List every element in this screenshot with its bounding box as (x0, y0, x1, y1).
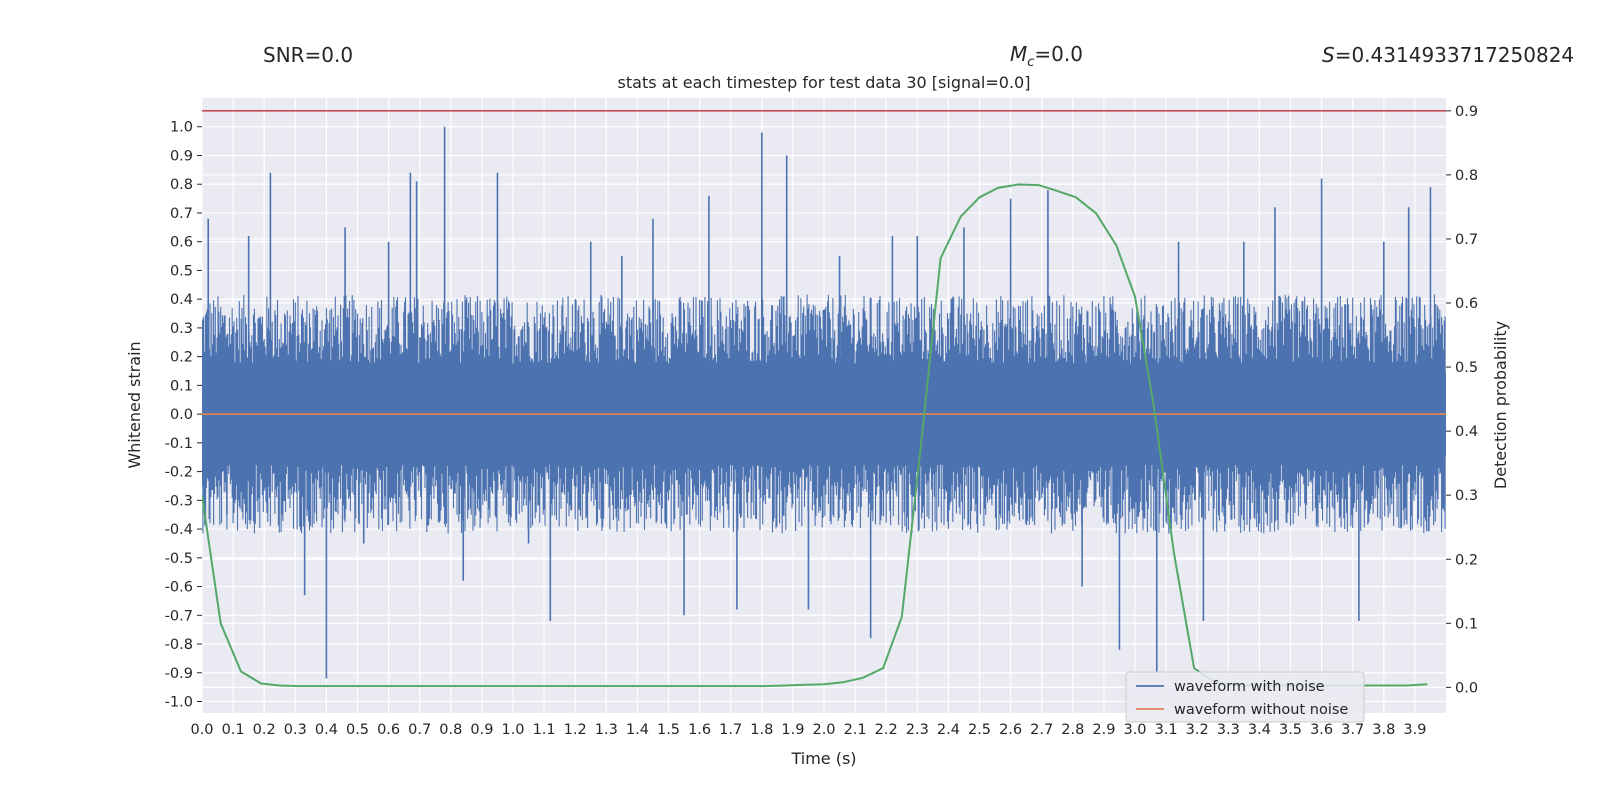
x-tick-label: 2.1 (844, 722, 867, 738)
x-tick-label: 2.6 (999, 722, 1022, 738)
s-label: S=0.4314933717250824 (1322, 43, 1574, 67)
y2-tick-label: 0.5 (1455, 360, 1478, 376)
mc-value: =0.0 (1034, 42, 1083, 66)
y-tick-labels: 1.0 0.9 0.8 0.7 0.6 0.5 0.4 0.3 0.2 0.1 0.0 -0.1 -0.… (165, 120, 202, 711)
x-tick-label: 3.0 (1123, 722, 1146, 738)
y2-tick-label: 0.0 (1455, 680, 1478, 696)
legend-box (1125, 671, 1365, 723)
x-tick-label: 0.7 (408, 722, 431, 738)
x-tick-label: 0.4 (315, 722, 338, 738)
mc-subscript: c (1027, 55, 1034, 70)
y-tick-label: 0.1 (170, 378, 193, 394)
legend: waveform with noise waveform without noi… (1125, 671, 1365, 723)
y2-tick-label: 0.8 (1455, 168, 1478, 184)
y2-tick-label: 0.6 (1455, 296, 1478, 312)
x-tick-label: 1.1 (533, 722, 556, 738)
x-tick-label: 0.1 (222, 722, 245, 738)
x-tick-label: 3.7 (1341, 722, 1364, 738)
x-tick-labels: 0.0 0.1 0.2 0.3 0.4 0.5 0.6 0.7 0.8 0.9 1.0 1.1 1.2 1… (190, 722, 1426, 738)
x-tick-label: 3.2 (1186, 722, 1209, 738)
x-tick-label: 3.5 (1279, 722, 1302, 738)
y-tick-label: 0.3 (170, 321, 193, 337)
x-tick-label: 2.8 (1061, 722, 1084, 738)
x-tick-label: 1.5 (657, 722, 680, 738)
s-symbol: S (1322, 43, 1335, 67)
x-tick-label: 3.4 (1248, 722, 1271, 738)
legend-entry-clean: waveform without noise (1174, 702, 1348, 718)
x-tick-label: 3.1 (1155, 722, 1178, 738)
y-tick-label: 0.9 (170, 148, 193, 164)
y2-tick-labels: 0.9 0.8 0.7 0.6 0.5 0.4 0.3 0.2 0.1 0.0 (1446, 104, 1478, 696)
x-tick-label: 3.6 (1310, 722, 1333, 738)
x-tick-label: 0.0 (190, 722, 213, 738)
y2-tick-label: 0.9 (1455, 104, 1478, 120)
x-tick-label: 2.5 (968, 722, 991, 738)
x-tick-label: 1.8 (750, 722, 773, 738)
x-tick-label: 2.4 (937, 722, 960, 738)
x-tick-label: 0.3 (284, 722, 307, 738)
legend-entry-noise: waveform with noise (1174, 679, 1325, 695)
x-tick-label: 0.5 (346, 722, 369, 738)
x-tick-label: 2.3 (906, 722, 929, 738)
x-tick-label: 1.9 (781, 722, 804, 738)
x-tick-label: 0.2 (253, 722, 276, 738)
y2-tick-label: 0.3 (1455, 488, 1478, 504)
x-tick-label: 1.3 (595, 722, 618, 738)
x-tick-label: 2.7 (1030, 722, 1053, 738)
x-tick-label: 2.9 (1092, 722, 1115, 738)
y-tick-label: -1.0 (165, 695, 193, 711)
y-tick-label: 0.7 (170, 206, 193, 222)
y-tick-label: 0.5 (170, 263, 193, 279)
y-tick-label: 0.0 (170, 407, 193, 423)
y-tick-label: -0.2 (165, 465, 193, 481)
x-tick-label: 3.8 (1372, 722, 1395, 738)
y-tick-label: 1.0 (170, 120, 193, 136)
y-tick-label: -0.1 (165, 436, 193, 452)
y-tick-label: -0.9 (165, 666, 193, 682)
x-tick-label: 1.0 (501, 722, 524, 738)
y-tick-label: 0.6 (170, 235, 193, 251)
y2-tick-label: 0.1 (1455, 616, 1478, 632)
y-tick-label: 0.2 (170, 350, 193, 366)
x-tick-label: 2.0 (812, 722, 835, 738)
x-tick-label: 2.2 (875, 722, 898, 738)
x-tick-label: 0.9 (470, 722, 493, 738)
y-tick-label: 0.4 (170, 292, 193, 308)
y2-tick-label: 0.2 (1455, 552, 1478, 568)
x-tick-label: 1.2 (564, 722, 587, 738)
snr-label: SNR=0.0 (263, 43, 353, 67)
y-tick-label: -0.7 (165, 608, 193, 624)
mc-label: Mc=0.0 (1010, 42, 1083, 70)
x-tick-label: 0.8 (439, 722, 462, 738)
y-tick-label: -0.6 (165, 580, 193, 596)
chart-title: stats at each timestep for test data 30 … (618, 73, 1031, 92)
x-tick-label: 1.7 (719, 722, 742, 738)
x-tick-label: 3.3 (1217, 722, 1240, 738)
x-tick-label: 3.9 (1403, 722, 1426, 738)
x-tick-label: 0.6 (377, 722, 400, 738)
noise-spikes (207, 126, 1432, 679)
y2-tick-label: 0.7 (1455, 232, 1478, 248)
y-axis-label-left: Whitened strain (125, 341, 144, 468)
y-tick-label: -0.8 (165, 637, 193, 653)
x-tick-label: 1.4 (626, 722, 649, 738)
y-tick-label: -0.4 (165, 522, 193, 538)
y-tick-label: -0.5 (165, 551, 193, 567)
x-axis-label: Time (s) (790, 749, 856, 768)
mc-symbol: M (1010, 42, 1027, 66)
y-tick-label: -0.3 (165, 493, 193, 509)
y-axis-label-right: Detection probability (1491, 321, 1510, 489)
y2-tick-label: 0.4 (1455, 424, 1478, 440)
x-tick-label: 1.6 (688, 722, 711, 738)
s-value: =0.4314933717250824 (1335, 43, 1574, 67)
y-tick-label: 0.8 (170, 177, 193, 193)
